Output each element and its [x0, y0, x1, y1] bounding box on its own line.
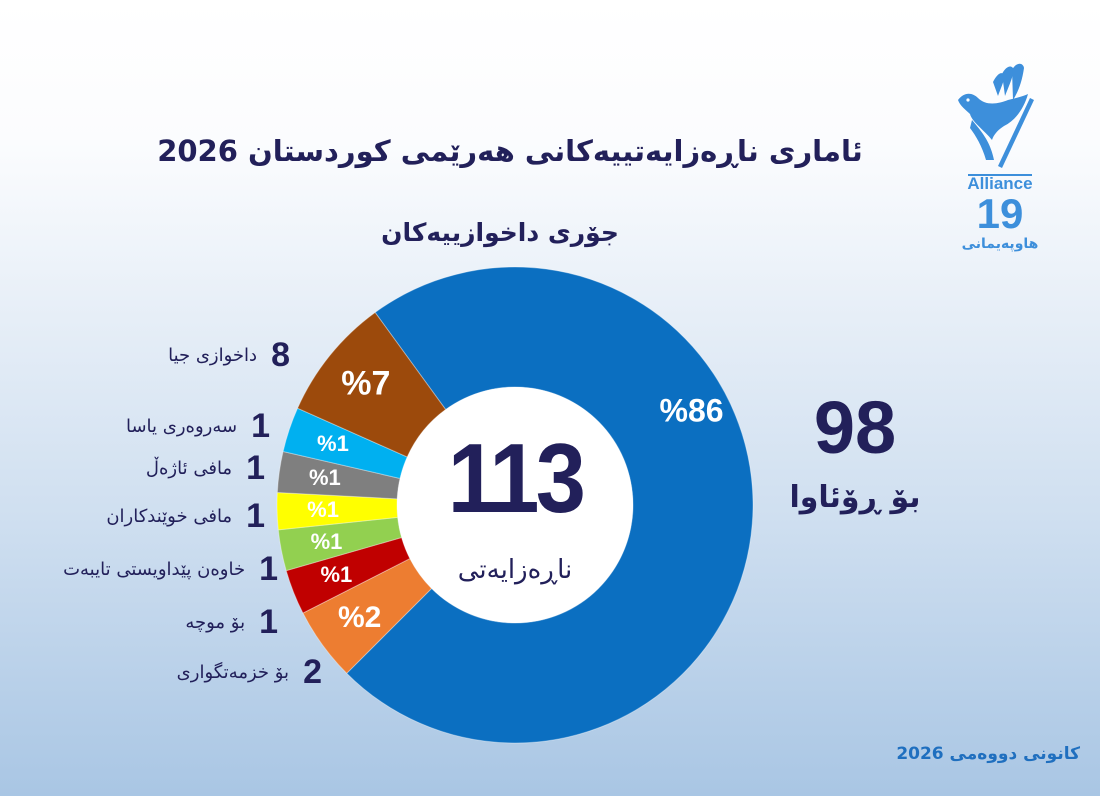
legend-item: 8 داخوازی جیا — [168, 335, 290, 375]
legend-label: بۆ خزمەتگواری — [176, 661, 290, 683]
alliance-19-logo: Alliance 19 هاوپەیمانی — [950, 60, 1050, 260]
logo-number: 19 — [976, 190, 1024, 237]
total-count: 113 — [447, 423, 586, 533]
legend-label: داخوازی جیا — [168, 344, 258, 366]
legend-count: 1 — [251, 407, 270, 445]
slice-percent-label: %7 — [341, 364, 391, 403]
donut-hole — [397, 387, 633, 623]
legend-item: 2 بۆ خزمەتگواری — [177, 652, 322, 692]
chart-subtitle: جۆری داخوازییەکان — [381, 218, 619, 247]
legend-label: مافی ئاژەڵ — [145, 457, 233, 479]
logo-divider — [968, 174, 1032, 176]
legend-label: خاوەن پێداویستی تایبەت — [63, 558, 246, 580]
slice-percent-label: %2 — [337, 600, 382, 634]
slice-percent-label: %1 — [317, 431, 349, 457]
slice-percent-label: %1 — [307, 497, 339, 523]
legend-item: 1 مافی خوێندکاران — [106, 496, 265, 536]
logo-name-ku: هاوپەیمانی — [961, 236, 1039, 252]
legend-label: سەروەری یاسا — [125, 415, 238, 437]
legend-item: 1 بۆ موچە — [185, 602, 278, 642]
legend-count: 8 — [271, 336, 290, 374]
legend-item: 1 خاوەن پێداویستی تایبەت — [63, 549, 278, 589]
legend-count: 2 — [303, 653, 322, 691]
dove-hand-icon — [958, 63, 1034, 168]
slice-percent-label: %1 — [308, 465, 341, 491]
legend-count: 1 — [259, 603, 278, 641]
legend-item: 1 مافی ئاژەڵ — [146, 448, 265, 488]
legend-count: 1 — [259, 550, 278, 588]
legend-label: بۆ موچە — [185, 611, 246, 633]
page-title: ئاماری ناڕەزایەتییەکانی هەرێمی کوردستان … — [157, 134, 863, 168]
footer-date: کانونی دووەمی 2026 — [896, 744, 1080, 764]
legend-label: مافی خوێندکاران — [106, 505, 233, 527]
legend-count: 1 — [246, 449, 265, 487]
slice-percent-label: %1 — [310, 528, 343, 554]
logo-name-en: Alliance — [967, 174, 1033, 193]
total-label: ناڕەزایەتی — [457, 555, 573, 585]
highlight-label: بۆ ڕۆئاوا — [789, 480, 921, 515]
slice-percent-label: %1 — [320, 562, 353, 588]
slice-percent-label: %86 — [659, 392, 724, 429]
legend-count: 1 — [246, 497, 265, 535]
legend-item: 1 سەروەری یاسا — [126, 406, 270, 446]
highlight-count: 98 — [813, 386, 897, 469]
